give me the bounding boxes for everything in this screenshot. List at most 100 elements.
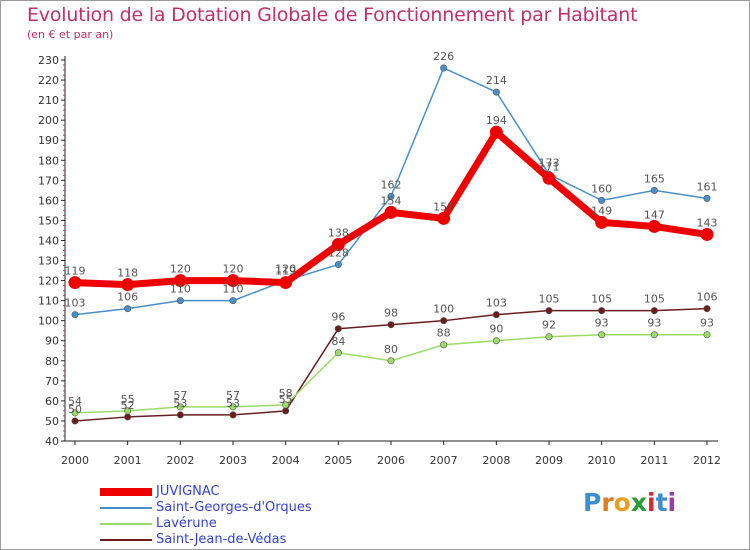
x-tick-label: 2012: [693, 454, 721, 467]
x-tick-label: 2004: [272, 454, 300, 467]
y-tick-label: 120: [38, 275, 59, 288]
legend-label: JUVIGNAC: [156, 484, 220, 499]
series-point-3: [703, 305, 711, 313]
series-point-3: [545, 307, 553, 315]
x-tick-label: 2011: [640, 454, 668, 467]
data-label-2: 54: [68, 395, 82, 408]
data-label-2: 84: [331, 335, 345, 348]
y-tick-label: 200: [38, 114, 59, 127]
data-label-2: 93: [595, 317, 609, 330]
chart-title: Evolution de la Dotation Globale de Fonc…: [27, 4, 638, 26]
series-point-3: [334, 325, 342, 333]
data-label-0: 119: [275, 265, 296, 278]
series-point-2: [387, 357, 395, 365]
series-point-0: [700, 227, 714, 241]
legend-swatch: [100, 488, 152, 496]
chart-subtitle: (en € et par an): [27, 28, 114, 41]
series-point-3: [71, 417, 79, 425]
data-label-0: 147: [644, 208, 665, 221]
y-tick-label: 230: [38, 54, 59, 67]
data-label-3: 53: [226, 397, 240, 410]
series-point-0: [68, 276, 82, 290]
data-label-1: 110: [223, 283, 244, 296]
x-tick-label: 2009: [535, 454, 563, 467]
legend-swatch: [100, 523, 152, 525]
legend-label: Lavérune: [156, 516, 217, 531]
data-label-2: 92: [542, 319, 556, 332]
data-label-1: 160: [591, 182, 612, 195]
logo-letter: i: [647, 488, 656, 517]
data-label-3: 103: [486, 297, 507, 310]
series-point-1: [176, 297, 184, 305]
data-label-2: 93: [647, 317, 661, 330]
series-point-3: [387, 321, 395, 329]
data-labels: 50 52 53 53 55 96 98 100 103 105 105 105 106 54 55 57 57…: [65, 50, 718, 416]
data-label-0: 154: [381, 194, 402, 207]
y-tick-label: 70: [45, 375, 59, 388]
series-point-1: [387, 192, 395, 200]
data-label-1: 128: [328, 247, 349, 260]
data-label-0: 194: [486, 114, 507, 127]
series-point-0: [437, 211, 451, 225]
series-point-0: [647, 219, 661, 233]
data-label-3: 52: [121, 399, 135, 412]
series-point-3: [124, 413, 132, 421]
data-label-3: 105: [591, 293, 612, 306]
data-label-0: 171: [539, 160, 560, 173]
y-tick-label: 50: [45, 415, 59, 428]
data-label-0: 118: [117, 267, 138, 280]
x-tick-label: 2000: [61, 454, 89, 467]
y-tick-label: 220: [38, 74, 59, 87]
series-point-3: [176, 411, 184, 419]
data-label-3: 53: [173, 397, 187, 410]
y-tick-label: 100: [38, 315, 59, 328]
series-point-1: [492, 88, 500, 96]
data-label-0: 120: [223, 263, 244, 276]
series-point-2: [545, 333, 553, 341]
data-label-3: 105: [644, 293, 665, 306]
x-tick-label: 2003: [219, 454, 247, 467]
series-point-1: [71, 311, 79, 319]
logo-letter: x: [630, 488, 647, 517]
series-point-1: [229, 297, 237, 305]
data-label-3: 105: [539, 293, 560, 306]
data-label-3: 96: [331, 311, 345, 324]
data-label-1: 110: [170, 283, 191, 296]
axes: 40 50 60 70 80 90 100 110 120 130 140 150 160 170 180 1…: [38, 54, 721, 467]
series-point-2: [124, 407, 132, 415]
series-point-2: [598, 331, 606, 339]
y-tick-label: 130: [38, 255, 59, 268]
series-point-0: [279, 276, 293, 290]
data-label-2: 93: [700, 317, 714, 330]
series-point-0: [542, 171, 556, 185]
y-tick-label: 80: [45, 355, 59, 368]
data-label-0: 119: [65, 265, 86, 278]
y-tick-label: 90: [45, 335, 59, 348]
series-point-0: [121, 278, 135, 292]
series-point-2: [334, 349, 342, 357]
data-label-1: 103: [65, 297, 86, 310]
legend-swatch: [100, 539, 152, 541]
y-tick-label: 190: [38, 134, 59, 147]
series-point-0: [173, 274, 187, 288]
series-point-2: [229, 403, 237, 411]
data-label-2: 58: [279, 387, 293, 400]
data-label-3: 98: [384, 307, 398, 320]
series-point-1: [440, 64, 448, 72]
y-tick-label: 150: [38, 214, 59, 227]
series-point-0: [331, 237, 345, 251]
x-tick-label: 2006: [377, 454, 405, 467]
legend-swatch: [100, 507, 152, 509]
y-tick-label: 180: [38, 154, 59, 167]
data-label-3: 106: [697, 291, 718, 304]
series-point-3: [229, 411, 237, 419]
series-point-3: [440, 317, 448, 325]
series-point-1: [334, 261, 342, 269]
logo-letter: r: [601, 488, 614, 517]
series-point-2: [440, 341, 448, 349]
series-point-3: [492, 311, 500, 319]
logo-letter: P: [583, 488, 602, 517]
data-label-2: 57: [173, 389, 187, 402]
